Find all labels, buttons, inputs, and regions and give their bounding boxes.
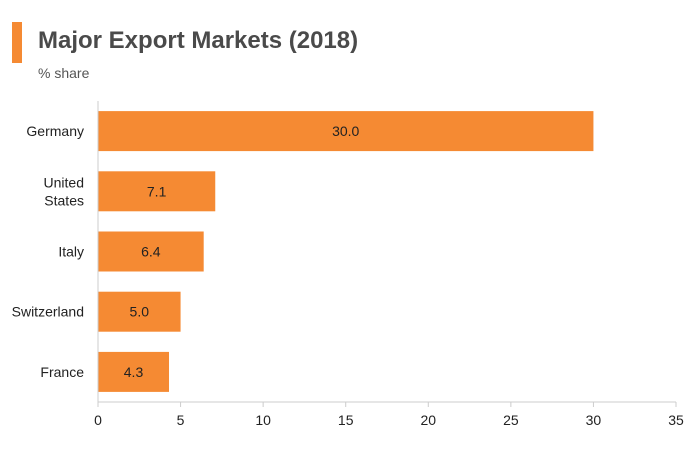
bar-1 xyxy=(98,171,216,212)
category-label-line: United xyxy=(44,174,84,190)
category-label-1: United States xyxy=(44,174,84,208)
category-label-3: Switzerland xyxy=(12,304,84,320)
bar-2 xyxy=(98,231,204,272)
title-accent-bar xyxy=(12,22,22,63)
category-label-line: Germany xyxy=(26,123,84,139)
chart-subtitle: % share xyxy=(38,65,90,81)
category-label-4: France xyxy=(40,364,84,380)
x-tick-label-2: 10 xyxy=(255,412,271,428)
x-tick-label-7: 35 xyxy=(668,412,684,428)
data-label-2: 6.4 xyxy=(141,244,161,260)
chart-title: Major Export Markets (2018) xyxy=(38,27,359,54)
x-tick-label-6: 30 xyxy=(586,412,602,428)
x-tick-label-5: 25 xyxy=(503,412,519,428)
category-label-line: Italy xyxy=(58,244,84,260)
category-label-line: States xyxy=(44,192,84,208)
category-label-line: France xyxy=(40,364,84,380)
data-label-3: 5.0 xyxy=(130,304,150,320)
category-label-0: Germany xyxy=(26,123,84,139)
x-tick-label-4: 20 xyxy=(420,412,436,428)
data-label-4: 4.3 xyxy=(124,364,144,380)
x-tick-label-0: 0 xyxy=(94,412,102,428)
bar-0 xyxy=(98,111,594,152)
x-tick-label-3: 15 xyxy=(338,412,354,428)
category-label-line: Switzerland xyxy=(12,304,84,320)
data-label-1: 7.1 xyxy=(147,183,167,199)
bar-3 xyxy=(98,291,181,332)
x-tick-label-1: 5 xyxy=(177,412,185,428)
bar-4 xyxy=(98,351,170,392)
category-label-2: Italy xyxy=(58,244,84,260)
data-label-0: 30.0 xyxy=(332,123,359,139)
